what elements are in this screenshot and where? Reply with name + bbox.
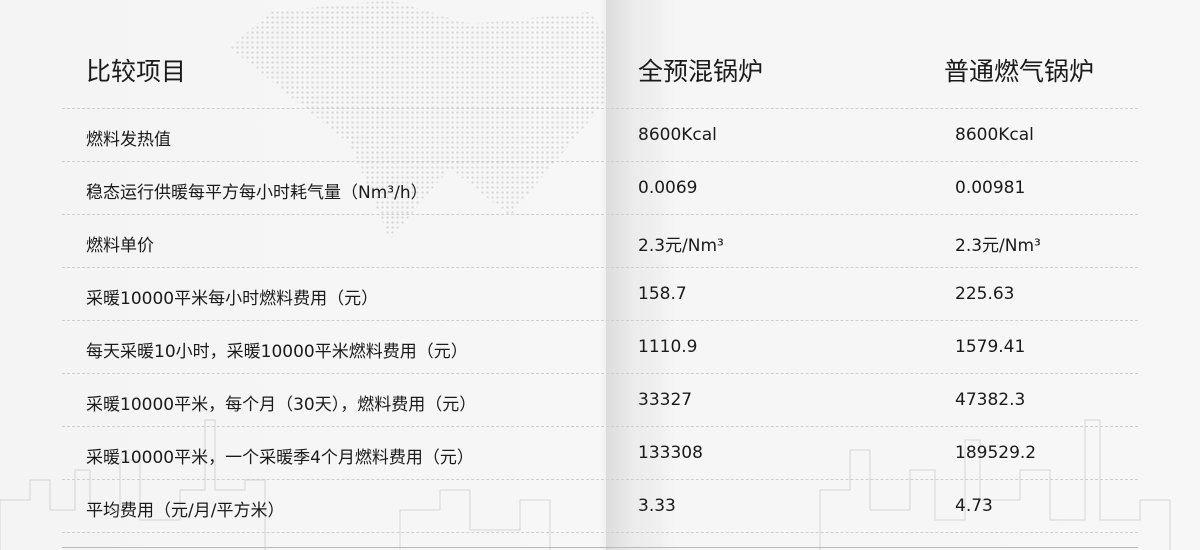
table-row: 燃料单价 2.3元/Nm³ 2.3元/Nm³: [62, 215, 1138, 268]
cell-gas-value: 2.3元/Nm³: [955, 236, 1041, 256]
header-item: 比较项目: [86, 57, 187, 86]
cell-gas-value: 47382.3: [955, 390, 1026, 410]
table-row: 采暖10000平米每小时燃料费用（元） 158.7 225.63: [62, 268, 1138, 321]
table-bottom-border: [62, 547, 1138, 548]
table-row: 稳态运行供暖每平方每小时耗气量（Nm³/h） 0.0069 0.00981: [62, 162, 1138, 215]
cell-item: 采暖10000平米，一个采暖季4个月燃料费用（元）: [86, 448, 474, 468]
cell-premix-value: 158.7: [638, 284, 687, 304]
cell-item: 平均费用（元/月/平方米）: [86, 501, 285, 521]
table-row: 采暖10000平米，一个采暖季4个月燃料费用（元） 133308 189529.2: [62, 427, 1138, 480]
cell-item: 稳态运行供暖每平方每小时耗气量（Nm³/h）: [86, 183, 428, 203]
table-row: 采暖10000平米，每个月（30天），燃料费用（元） 33327 47382.3: [62, 374, 1138, 427]
header-premix-boiler: 全预混锅炉: [638, 57, 764, 86]
cell-gas-value: 189529.2: [955, 443, 1037, 463]
cell-gas-value: 1579.41: [955, 337, 1026, 357]
cell-premix-value: 2.3元/Nm³: [638, 236, 724, 256]
cell-item: 燃料发热值: [86, 130, 171, 150]
cell-gas-value: 225.63: [955, 284, 1015, 304]
cell-item: 采暖10000平米，每个月（30天），燃料费用（元）: [86, 395, 477, 415]
cell-premix-value: 3.33: [638, 496, 676, 516]
cell-gas-value: 8600Kcal: [955, 125, 1034, 145]
table-row: 燃料发热值 8600Kcal 8600Kcal: [62, 109, 1138, 162]
header-gas-boiler: 普通燃气锅炉: [944, 57, 1095, 86]
cell-item: 燃料单价: [86, 236, 154, 256]
table-header-row: 比较项目 全预混锅炉 普通燃气锅炉: [62, 0, 1138, 109]
cell-item: 每天采暖10小时，采暖10000平米燃料费用（元）: [86, 342, 468, 362]
city-skyline-background: [0, 419, 1171, 550]
table-row: 每天采暖10小时，采暖10000平米燃料费用（元） 1110.9 1579.41: [62, 321, 1138, 374]
comparison-table: 比较项目 全预混锅炉 普通燃气锅炉 燃料发热值 8600Kcal 8600Kcal 稳…: [62, 0, 1138, 533]
cell-premix-value: 1110.9: [638, 337, 698, 357]
table-row: 平均费用（元/月/平方米） 3.33 4.73: [62, 480, 1138, 533]
cell-gas-value: 4.73: [955, 496, 993, 516]
cell-premix-value: 0.0069: [638, 178, 698, 198]
cell-item: 采暖10000平米每小时燃料费用（元）: [86, 289, 379, 309]
cell-premix-value: 133308: [638, 443, 703, 463]
decorative-band: [606, 0, 676, 550]
cell-premix-value: 8600Kcal: [638, 125, 717, 145]
cell-premix-value: 33327: [638, 390, 693, 410]
cell-gas-value: 0.00981: [955, 178, 1026, 198]
